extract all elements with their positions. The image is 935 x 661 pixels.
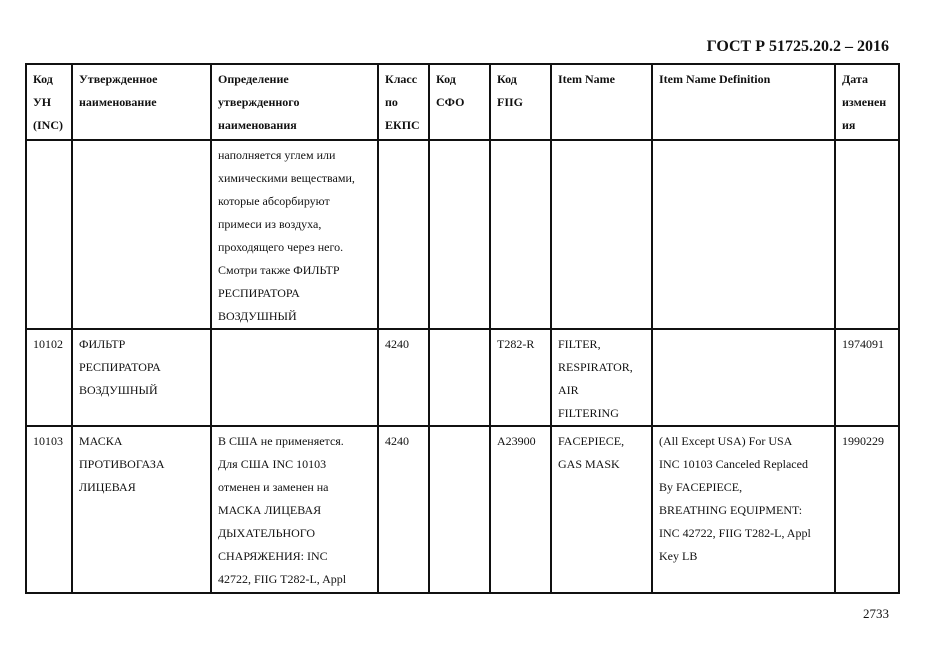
cell-sfo: [428, 328, 491, 427]
standard-number: ГОСТ Р 51725.20.2 – 2016: [706, 38, 889, 55]
column-header-item-name-definition: Item Name Definition: [651, 63, 836, 141]
cell-fiig: T282-R: [489, 328, 552, 427]
cell-definition: [210, 328, 379, 427]
cell-definition: наполняется углем или химическими вещест…: [210, 139, 379, 330]
cell-item-name: [550, 139, 653, 330]
cell-approved-name: ФИЛЬТР РЕСПИРАТОРА ВОЗДУШНЫЙ: [71, 328, 212, 427]
cell-item-name-definition: (All Except USA) For USA INC 10103 Cance…: [651, 425, 836, 594]
cell-class: 4240: [377, 425, 430, 594]
table-row: наполняется углем или химическими вещест…: [25, 139, 900, 330]
cell-item-name: FACEPIECE, GAS MASK: [550, 425, 653, 594]
cell-date: 1974091: [834, 328, 900, 427]
column-header-date: Дата изменен ия: [834, 63, 900, 141]
cell-approved-name: [71, 139, 212, 330]
cell-sfo: [428, 139, 491, 330]
table-row: 10103 МАСКА ПРОТИВОГАЗА ЛИЦЕВАЯ В США не…: [25, 425, 900, 594]
cell-fiig: A23900: [489, 425, 552, 594]
cell-item-name: FILTER, RESPIRATOR, AIR FILTERING: [550, 328, 653, 427]
column-header-definition: Определение утвержденного наименования: [210, 63, 379, 141]
table-header-row: Код УН (INC) Утвержденное наименование О…: [25, 63, 900, 141]
items-table: Код УН (INC) Утвержденное наименование О…: [25, 63, 900, 594]
cell-inc: [25, 139, 73, 330]
cell-inc: 10103: [25, 425, 73, 594]
cell-approved-name: МАСКА ПРОТИВОГАЗА ЛИЦЕВАЯ: [71, 425, 212, 594]
cell-class: 4240: [377, 328, 430, 427]
cell-fiig: [489, 139, 552, 330]
column-header-class: Класс по ЕКПС: [377, 63, 430, 141]
column-header-fiig: Код FIIG: [489, 63, 552, 141]
cell-inc: 10102: [25, 328, 73, 427]
cell-date: 1990229: [834, 425, 900, 594]
cell-item-name-definition: [651, 139, 836, 330]
table-row: 10102 ФИЛЬТР РЕСПИРАТОРА ВОЗДУШНЫЙ 4240 …: [25, 328, 900, 427]
column-header-sfo: Код СФО: [428, 63, 491, 141]
cell-item-name-definition: [651, 328, 836, 427]
column-header-inc: Код УН (INC): [25, 63, 73, 141]
page-number: 2733: [863, 606, 889, 621]
column-header-item-name: Item Name: [550, 63, 653, 141]
cell-definition: В США не применяется. Для США INC 10103 …: [210, 425, 379, 594]
column-header-approved-name: Утвержденное наименование: [71, 63, 212, 141]
cell-date: [834, 139, 900, 330]
cell-sfo: [428, 425, 491, 594]
cell-class: [377, 139, 430, 330]
